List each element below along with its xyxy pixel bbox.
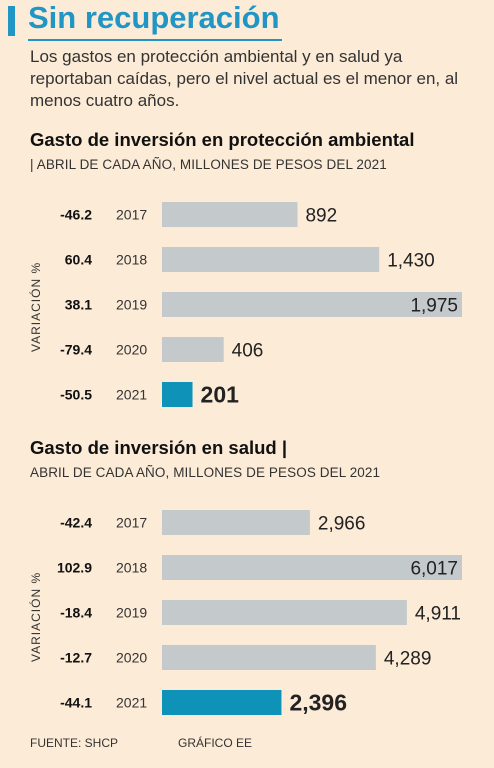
value-label-2018: 6,017 xyxy=(410,559,458,580)
bar-2020 xyxy=(162,645,376,670)
bar-2021 xyxy=(162,690,282,715)
variation-label-2020: -79.4 xyxy=(60,342,92,358)
variation-label-2021: -50.5 xyxy=(60,387,92,403)
bar-2018 xyxy=(162,555,462,580)
title-underline xyxy=(28,39,282,41)
value-label-2019: 1,975 xyxy=(410,296,458,317)
bar-2017 xyxy=(162,202,298,227)
bar-2019 xyxy=(162,292,462,317)
bar-2017 xyxy=(162,510,310,535)
year-label-2018: 2018 xyxy=(116,252,147,268)
intro-text: Los gastos en protección ambiental y en … xyxy=(30,47,459,110)
variation-label-2019: 38.1 xyxy=(65,297,92,313)
year-label-2020: 2020 xyxy=(116,342,147,358)
variation-label-2018: 102.9 xyxy=(57,560,92,576)
value-label-2020: 4,289 xyxy=(384,649,432,670)
variation-label-2019: -18.4 xyxy=(60,605,92,621)
value-label-2018: 1,430 xyxy=(387,251,435,272)
value-label-2021: 201 xyxy=(201,382,240,408)
year-label-2017: 2017 xyxy=(116,515,147,531)
chart2-title: Gasto de inversión en salud | xyxy=(30,437,288,458)
year-label-2020: 2020 xyxy=(116,650,147,666)
page-title: Sin recuperación xyxy=(28,0,280,35)
value-label-2019: 4,911 xyxy=(415,604,461,625)
variation-label-2018: 60.4 xyxy=(65,252,92,268)
value-label-2017: 892 xyxy=(305,206,337,227)
footer-source: FUENTE: SHCP xyxy=(30,736,119,750)
value-label-2017: 2,966 xyxy=(318,514,366,535)
chart1-plot: -46.2 2017 892 60.4 2018 1,430 38.1 2019 1,975 -7… xyxy=(60,202,462,408)
variation-label-2017: -46.2 xyxy=(60,207,92,223)
year-label-2019: 2019 xyxy=(116,297,147,313)
chart2-plot: -42.4 2017 2,966 102.9 2018 6,017 -18.4 2019 4,9… xyxy=(57,510,462,716)
year-label-2021: 2021 xyxy=(116,695,147,711)
footer-credit: GRÁFICO EE xyxy=(178,736,253,750)
variation-label-2020: -12.7 xyxy=(60,650,92,666)
bar-2018 xyxy=(162,247,380,272)
title-accent-bar xyxy=(8,6,15,36)
value-label-2020: 406 xyxy=(232,341,264,362)
chart2-subtitle: ABRIL DE CADA AÑO, MILLONES DE PESOS DEL… xyxy=(30,465,381,480)
year-label-2017: 2017 xyxy=(116,207,147,223)
bar-2021 xyxy=(162,382,193,407)
bar-2020 xyxy=(162,337,224,362)
year-label-2021: 2021 xyxy=(116,387,147,403)
year-label-2018: 2018 xyxy=(116,560,147,576)
year-label-2019: 2019 xyxy=(116,605,147,621)
variation-label-2017: -42.4 xyxy=(60,515,92,531)
bar-2019 xyxy=(162,600,407,625)
chart1-title: Gasto de inversión en protección ambient… xyxy=(30,129,415,150)
variation-label-2021: -44.1 xyxy=(60,695,92,711)
chart1-subtitle: | ABRIL DE CADA AÑO, MILLONES DE PESOS D… xyxy=(30,157,387,172)
value-label-2021: 2,396 xyxy=(289,690,347,716)
